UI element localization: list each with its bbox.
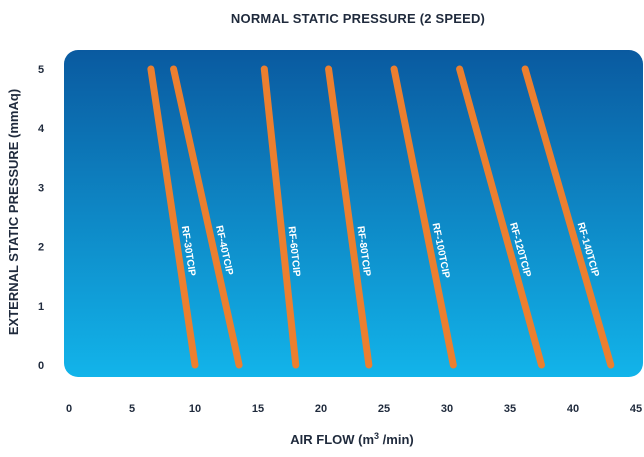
x-tick-label: 30: [441, 403, 453, 415]
y-axis-label: EXTERNAL STATIC PRESSURE (mmAq): [6, 89, 21, 335]
y-tick-label: 1: [38, 301, 44, 313]
series-line: [325, 65, 373, 369]
x-tick-label: 40: [567, 403, 579, 415]
chart-title: NORMAL STATIC PRESSURE (2 SPEED): [231, 11, 485, 26]
y-tick-label: 4: [38, 123, 45, 135]
x-tick-label: 0: [66, 403, 72, 415]
series-line: [147, 65, 199, 369]
series-line: [521, 65, 615, 369]
series-rf-60tcip: RF-60TCIP: [260, 65, 302, 369]
x-tick-label: 5: [129, 403, 135, 415]
x-axis-label-text: AIR FLOW: [290, 432, 355, 447]
series-line: [390, 65, 457, 369]
x-tick-label: 15: [252, 403, 264, 415]
series-line: [260, 65, 300, 369]
series-label: RF-60TCIP: [286, 226, 302, 278]
y-tick-label: 3: [38, 182, 44, 194]
series-rf-30tcip: RF-30TCIP: [147, 65, 199, 369]
x-axis-unit-sup: 3: [374, 431, 379, 441]
x-tick-label: 20: [315, 403, 327, 415]
y-tick-label: 5: [38, 64, 44, 76]
x-axis-unit-prefix: (m: [358, 432, 374, 447]
x-axis-unit-suffix: /min): [379, 432, 414, 447]
x-tick-label: 45: [630, 403, 642, 415]
x-axis-ticks: 0 5 10 15 20 25 30 35 40 45: [66, 403, 642, 415]
y-axis-ticks: 0 1 2 3 4 5: [38, 64, 45, 372]
y-tick-label: 2: [38, 242, 44, 254]
y-tick-label: 0: [38, 360, 44, 372]
x-tick-label: 10: [189, 403, 201, 415]
series-line: [456, 65, 545, 369]
x-tick-label: 25: [378, 403, 390, 415]
x-axis-label: AIR FLOW (m3 /min): [290, 431, 413, 447]
plot-panel: [64, 50, 643, 377]
x-tick-label: 35: [504, 403, 516, 415]
series-line: [170, 65, 243, 369]
